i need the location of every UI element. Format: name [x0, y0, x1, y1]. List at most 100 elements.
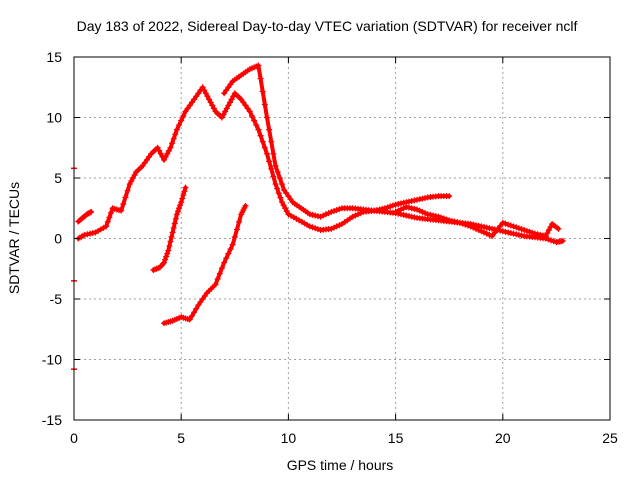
data-point [210, 105, 217, 112]
data-point [186, 316, 193, 323]
data-point [188, 312, 195, 319]
series-track-side [392, 204, 562, 240]
data-point [253, 122, 260, 129]
data-point [397, 200, 404, 207]
data-point [165, 147, 172, 154]
data-point [395, 207, 402, 214]
data-point [222, 108, 229, 115]
data-point [312, 225, 319, 232]
data-point [193, 93, 200, 100]
data-point [328, 208, 335, 215]
data-point [87, 230, 94, 237]
data-point [182, 108, 189, 115]
x-axis-ticks: 0 5 10 15 20 25 [70, 57, 618, 446]
data-point [129, 175, 136, 181]
data-point [193, 305, 200, 312]
data-point [542, 233, 549, 240]
data-point [184, 105, 191, 112]
data-point [276, 175, 283, 181]
data-point [228, 96, 235, 103]
data-point [229, 241, 236, 248]
data-point [181, 188, 188, 195]
data-point [206, 96, 213, 103]
data-point [212, 281, 219, 288]
data-point [322, 211, 329, 218]
data-point [411, 205, 418, 212]
chart-title: Day 183 of 2022, Sidereal Day-to-day VTE… [77, 18, 578, 34]
data-point [87, 209, 94, 216]
data-point [263, 150, 270, 157]
data-point [499, 228, 506, 235]
data-point [507, 222, 514, 229]
x-tick-label: 25 [602, 430, 618, 446]
data-point [330, 224, 337, 231]
data-point [182, 184, 189, 191]
x-tick-label: 5 [177, 430, 185, 446]
data-point [225, 250, 232, 257]
data-point [280, 202, 287, 209]
data-point [161, 156, 168, 163]
data-point [242, 102, 249, 109]
data-point [510, 223, 517, 230]
data-point [166, 243, 173, 250]
data-point [221, 259, 228, 266]
data-point [414, 196, 421, 203]
data-point [242, 202, 249, 209]
data-point [195, 90, 202, 97]
data-point [164, 150, 171, 157]
data-point [278, 181, 285, 188]
data-point [178, 199, 185, 206]
data-point [349, 213, 356, 220]
data-point [534, 231, 541, 238]
data-point [432, 213, 439, 220]
data-point [139, 162, 146, 169]
data-point [400, 199, 407, 206]
data-point [406, 213, 412, 220]
data-point [497, 223, 504, 230]
data-point [462, 221, 469, 228]
data-point [507, 230, 514, 237]
data-point [510, 230, 517, 237]
data-point [454, 219, 461, 226]
data-point [126, 181, 133, 188]
data-point [209, 102, 216, 109]
x-tick-label: 0 [70, 430, 78, 446]
data-point [283, 208, 290, 215]
data-point [352, 212, 359, 219]
data-point [282, 205, 289, 212]
data-point [408, 205, 415, 212]
data-point [408, 197, 415, 204]
data-point [395, 201, 402, 208]
series-track-early [75, 208, 95, 225]
data-point [261, 144, 268, 151]
data-point [268, 165, 275, 172]
data-point [559, 237, 566, 244]
y-tick-label: -10 [42, 352, 62, 368]
y-tick-label: 0 [54, 231, 62, 247]
data-point [272, 162, 279, 169]
data-point [197, 299, 204, 306]
data-point [169, 229, 176, 236]
data-point [435, 213, 442, 220]
data-point [122, 194, 129, 201]
data-point [513, 231, 520, 238]
data-point [154, 144, 161, 151]
data-point [336, 222, 343, 229]
series-track-upper [221, 62, 453, 220]
data-point [550, 238, 557, 245]
data-point [202, 90, 209, 97]
data-point [491, 229, 498, 236]
data-point [191, 96, 198, 103]
data-point [186, 102, 193, 109]
data-point [220, 111, 227, 118]
data-point [451, 218, 458, 225]
data-point [88, 208, 95, 215]
x-axis-label: GPS time / hours [287, 457, 394, 473]
data-point [411, 214, 418, 221]
data-point [518, 232, 525, 239]
data-point [188, 99, 195, 106]
data-point [143, 156, 150, 163]
data-point [306, 223, 313, 230]
data-point [227, 81, 234, 88]
